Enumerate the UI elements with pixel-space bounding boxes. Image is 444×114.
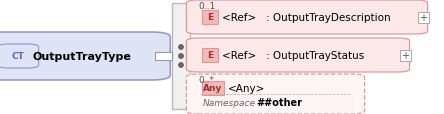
Text: E: E [207, 51, 213, 60]
Text: +: + [420, 13, 428, 23]
Text: <Any>: <Any> [228, 83, 266, 93]
Text: Any: Any [203, 84, 223, 93]
FancyBboxPatch shape [186, 74, 365, 114]
Circle shape [178, 63, 183, 68]
FancyBboxPatch shape [186, 39, 409, 72]
Bar [400, 50, 411, 61]
Text: 0..*: 0..* [198, 75, 214, 84]
Bar [202, 11, 218, 25]
Bar [418, 12, 429, 23]
Text: OutputTrayType: OutputTrayType [32, 52, 131, 61]
Bar [202, 49, 218, 62]
Text: +: + [401, 51, 409, 60]
FancyBboxPatch shape [186, 1, 428, 35]
Bar [155, 53, 172, 60]
Circle shape [178, 45, 183, 50]
Circle shape [178, 54, 183, 59]
Bar [172, 4, 190, 109]
Bar [202, 81, 224, 95]
FancyBboxPatch shape [0, 45, 39, 68]
Text: 0..1: 0..1 [198, 2, 215, 11]
Text: ##other: ##other [256, 98, 302, 108]
FancyBboxPatch shape [0, 33, 170, 80]
Text: Namespace: Namespace [203, 98, 256, 107]
Text: CT: CT [12, 52, 24, 61]
Text: <Ref>   : OutputTrayDescription: <Ref> : OutputTrayDescription [222, 13, 391, 23]
Text: E: E [207, 13, 213, 22]
Text: <Ref>   : OutputTrayStatus: <Ref> : OutputTrayStatus [222, 51, 364, 60]
